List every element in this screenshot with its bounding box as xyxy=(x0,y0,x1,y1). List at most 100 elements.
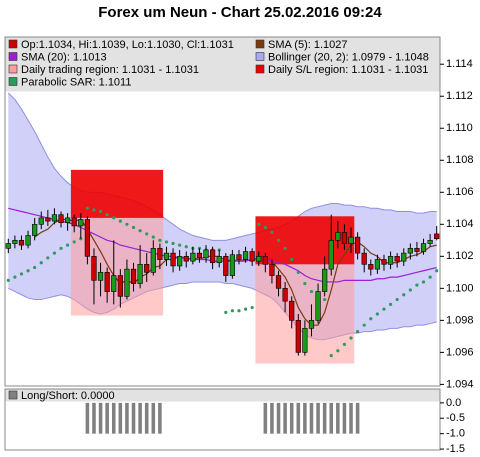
legend-swatch xyxy=(255,64,265,74)
candle-body xyxy=(196,252,203,259)
sar-dot xyxy=(290,257,294,262)
candle-body xyxy=(65,217,71,224)
sar-dot xyxy=(6,278,10,282)
candle-body xyxy=(302,328,308,353)
candle-body xyxy=(91,256,97,281)
y-tick-label: -1.5 xyxy=(446,443,465,455)
sar-dot xyxy=(178,243,182,247)
sar-dot xyxy=(395,297,399,302)
sar-dot xyxy=(362,323,366,327)
sar-dot xyxy=(283,246,287,250)
sar-dot xyxy=(118,219,122,223)
legend-swatch xyxy=(8,77,18,86)
legend-box xyxy=(5,389,440,402)
candle-body xyxy=(84,219,90,257)
candle-body xyxy=(289,300,295,321)
sar-dot xyxy=(33,265,37,270)
sar-dot xyxy=(250,305,254,310)
candle-body xyxy=(355,236,361,254)
candle-body xyxy=(407,248,413,254)
candle-body xyxy=(249,251,255,262)
bar xyxy=(131,402,136,434)
legend-box xyxy=(5,37,440,92)
candle-body xyxy=(144,264,150,273)
candle-body xyxy=(401,252,407,262)
candle-body xyxy=(137,264,143,284)
bar xyxy=(289,402,294,434)
bar xyxy=(138,402,142,434)
bar xyxy=(111,402,116,434)
candle-body xyxy=(381,259,387,265)
legend-swatch xyxy=(8,390,18,400)
y-tick-label: 1.108 xyxy=(446,154,474,166)
candle-body xyxy=(12,240,18,244)
candle-body xyxy=(420,243,427,252)
candle-body xyxy=(348,236,354,244)
sar-dot xyxy=(66,243,70,247)
sar-dot xyxy=(26,269,30,273)
region-trading xyxy=(70,217,164,316)
legend-label: Long/Short: 0.0000 xyxy=(21,390,115,402)
sar-dot xyxy=(408,288,412,292)
region-sl xyxy=(70,169,164,218)
sar-dot xyxy=(171,241,175,246)
sar-dot xyxy=(323,297,327,302)
candle-body xyxy=(163,252,170,260)
sar-dot xyxy=(296,270,300,274)
sar-dot xyxy=(336,349,340,353)
candle-body xyxy=(124,268,130,297)
sar-dot xyxy=(145,232,149,236)
sar-dot xyxy=(72,240,76,244)
bar xyxy=(85,402,90,434)
candle-body xyxy=(130,268,137,284)
sar-dot xyxy=(276,238,281,242)
y-tick-label: 1.094 xyxy=(446,378,474,390)
candle-body xyxy=(269,264,275,276)
candle-body xyxy=(223,256,229,276)
sar-dot xyxy=(237,309,241,313)
candle-body xyxy=(308,320,315,329)
sar-dot xyxy=(382,307,386,311)
bar xyxy=(316,402,320,434)
bar xyxy=(336,402,340,434)
sar-dot xyxy=(184,245,188,249)
sar-dot xyxy=(151,235,155,239)
sar-dot xyxy=(85,206,89,210)
y-tick-label: -0.5 xyxy=(446,412,465,424)
sar-dot xyxy=(105,213,109,217)
bar xyxy=(118,402,123,434)
bar xyxy=(151,402,156,434)
candle-body xyxy=(387,256,394,265)
y-tick-label: 1.114 xyxy=(446,58,473,70)
legend-swatch xyxy=(8,52,18,61)
sar-dot xyxy=(217,248,221,252)
bar xyxy=(144,402,149,434)
candle-body xyxy=(256,256,262,262)
legend-swatch xyxy=(8,39,18,49)
candle-body xyxy=(295,320,301,353)
candle-body xyxy=(51,214,58,222)
y-tick-label: 1.102 xyxy=(446,250,474,262)
indicator-line xyxy=(8,207,437,283)
sar-dot xyxy=(158,238,162,242)
candle-body xyxy=(229,254,235,276)
sar-dot xyxy=(428,275,432,279)
candle-body xyxy=(183,256,189,262)
sar-dot xyxy=(59,246,63,250)
candle-body xyxy=(150,248,156,273)
sar-dot xyxy=(342,342,347,346)
y-tick-label: 0.0 xyxy=(446,397,461,409)
y-tick-label: 1.106 xyxy=(446,186,474,198)
candle-body xyxy=(236,254,242,260)
y-tick-label: 1.110 xyxy=(446,122,473,134)
candle-body xyxy=(328,240,334,270)
chart-title: Forex um Neun - Chart 25.02.2016 09:24 xyxy=(98,4,382,21)
candle-body xyxy=(97,272,104,281)
candle-body xyxy=(177,256,183,267)
sar-dot xyxy=(164,240,169,244)
candle-body xyxy=(18,240,25,246)
candle-body xyxy=(78,219,84,227)
legend-label: Parabolic SAR: 1.1011 xyxy=(21,76,131,88)
